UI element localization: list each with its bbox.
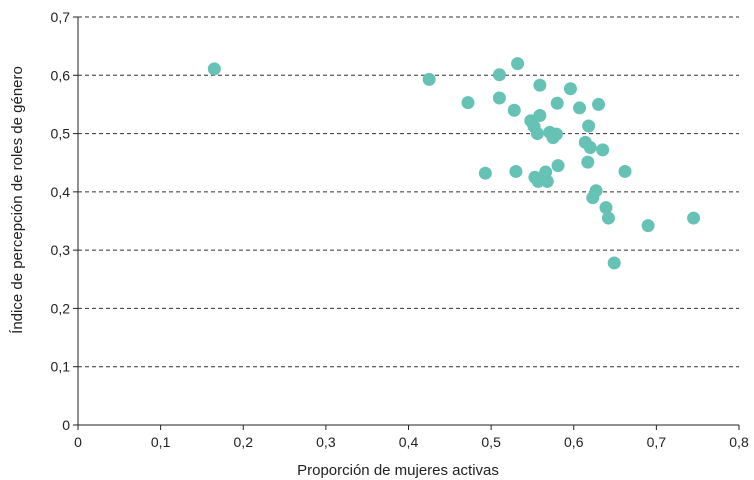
- y-tick-label-4: 0,4: [51, 184, 71, 200]
- data-point-6: [507, 103, 521, 117]
- data-point-37: [641, 219, 655, 233]
- data-point-38: [687, 211, 701, 225]
- data-point-35: [607, 256, 621, 270]
- x-tick-label-6: 0,6: [564, 434, 584, 450]
- x-tick-label-8: 0,8: [729, 434, 749, 450]
- axes: [73, 16, 740, 430]
- data-point-28: [583, 141, 597, 155]
- x-tick-label-3: 0,3: [316, 434, 336, 450]
- data-point-7: [509, 164, 523, 178]
- y-tick-label-7: 0,7: [51, 9, 71, 25]
- x-axis-label: Proporción de mujeres activas: [297, 462, 499, 479]
- y-tick-label-2: 0,2: [51, 300, 71, 316]
- data-point-20: [549, 127, 563, 141]
- data-point-12: [530, 127, 544, 141]
- data-point-34: [601, 211, 615, 225]
- x-tick-label-0: 0: [74, 434, 82, 450]
- y-tick-label-3: 0,3: [51, 242, 71, 258]
- data-point-14: [533, 109, 547, 123]
- data-point-31: [592, 97, 606, 111]
- x-tick-label-2: 0,2: [234, 434, 254, 450]
- data-point-26: [581, 155, 595, 169]
- data-point-0: [207, 62, 221, 76]
- y-tick-label-5: 0,5: [51, 126, 71, 142]
- data-point-5: [492, 91, 506, 105]
- data-point-22: [551, 159, 565, 173]
- gridlines: [78, 16, 739, 368]
- data-point-8: [511, 57, 525, 71]
- x-tick-label-7: 0,7: [647, 434, 667, 450]
- data-point-3: [478, 166, 492, 180]
- y-tick-label-1: 0,1: [51, 359, 71, 375]
- data-points: [207, 57, 701, 270]
- data-point-27: [582, 119, 596, 133]
- data-point-23: [563, 82, 577, 96]
- data-point-21: [550, 96, 564, 110]
- data-point-2: [461, 96, 475, 110]
- x-tick-label-4: 0,4: [399, 434, 419, 450]
- y-axis-label: Índice de percepción de roles de género: [9, 66, 26, 334]
- x-tick-label-1: 0,1: [151, 434, 171, 450]
- data-point-4: [492, 68, 506, 82]
- x-tick-labels: 0 0,1 0,2 0,3 0,4 0,5 0,6 0,7 0,8: [74, 434, 749, 450]
- data-point-1: [422, 72, 436, 86]
- data-point-30: [589, 184, 603, 198]
- y-tick-label-0: 0: [62, 417, 70, 433]
- y-tick-labels: 0 0,1 0,2 0,3 0,4 0,5 0,6 0,7: [51, 9, 71, 433]
- data-point-36: [618, 164, 632, 178]
- data-point-33: [599, 201, 613, 215]
- x-tick-label-5: 0,5: [481, 434, 501, 450]
- data-point-15: [533, 78, 547, 92]
- data-point-17: [540, 174, 554, 188]
- y-tick-label-6: 0,6: [51, 67, 71, 83]
- data-point-13: [531, 174, 545, 188]
- data-point-32: [596, 143, 610, 157]
- data-point-24: [573, 101, 587, 115]
